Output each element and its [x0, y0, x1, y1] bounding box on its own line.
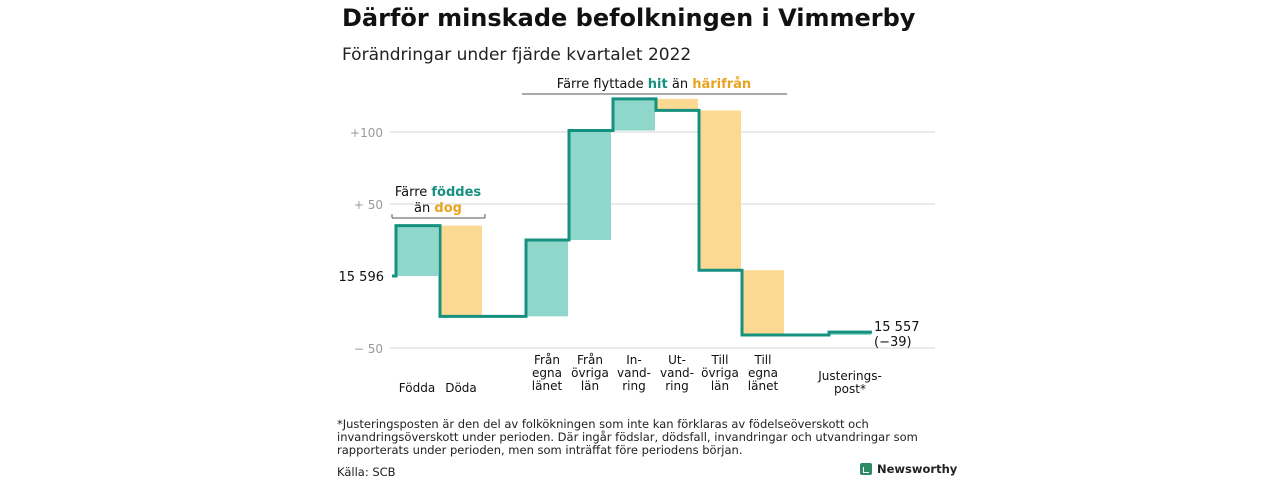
waterfall-bar	[699, 110, 741, 271]
category-label: ring	[622, 379, 646, 393]
category-label: övriga	[701, 366, 739, 380]
y-tick-label: + 50	[354, 198, 383, 212]
category-label: vand-	[617, 366, 651, 380]
category-label: Från	[534, 353, 560, 367]
category-label: egna	[532, 366, 562, 380]
newsworthy-icon	[860, 463, 872, 475]
category-label: länet	[748, 379, 779, 393]
waterfall-bar	[742, 270, 784, 336]
category-label: Ut-	[668, 353, 686, 367]
category-label: Från	[577, 353, 603, 367]
end-change-label: (−39)	[874, 335, 912, 350]
category-label: In-	[626, 353, 641, 367]
category-label: ring	[665, 379, 689, 393]
category-label: egna	[748, 366, 778, 380]
end-value-label: 15 557	[874, 320, 920, 335]
category-label: post*	[834, 382, 866, 396]
y-tick-label: − 50	[354, 342, 383, 356]
chart-subtitle: Förändringar under fjärde kvartalet 2022	[342, 45, 692, 65]
category-label: Födda	[399, 381, 435, 395]
category-label: Till	[711, 353, 729, 367]
waterfall-step-line	[392, 97, 872, 337]
waterfall-bar	[396, 225, 438, 276]
y-tick-label: +100	[350, 126, 383, 140]
chart-title: Därför minskade befolkningen i Vimmerby	[342, 4, 916, 32]
start-value-label: 15 596	[339, 270, 385, 285]
waterfall-bar	[440, 225, 482, 317]
category-label: övriga	[571, 366, 609, 380]
category-label: Till	[754, 353, 772, 367]
brand-name: Newsworthy	[877, 462, 958, 476]
annotation-births-deaths: Färre föddes	[395, 185, 482, 200]
category-label: län	[581, 379, 599, 393]
category-label: länet	[532, 379, 563, 393]
category-label: län	[711, 379, 729, 393]
category-label: Justerings-	[817, 369, 882, 383]
footnote: *Justeringsposten är den del av folkökni…	[337, 417, 918, 457]
waterfall-chart: +100 + 50 − 50 15 596 15 557(−39) Födda Döda Fr…	[339, 77, 935, 396]
waterfall-bar	[569, 130, 611, 240]
brand-logo: Newsworthy	[860, 462, 957, 476]
annotation-migration: Färre flyttade hit än härifrån	[557, 77, 751, 92]
category-label: Döda	[445, 381, 477, 395]
category-label: vand-	[660, 366, 694, 380]
waterfall-bar	[613, 98, 655, 131]
source-label: Källa: SCB	[337, 465, 396, 479]
waterfall-bar	[526, 240, 568, 317]
annotation-births-deaths-line2: än dog	[414, 201, 462, 216]
waterfall-bar	[656, 98, 698, 111]
